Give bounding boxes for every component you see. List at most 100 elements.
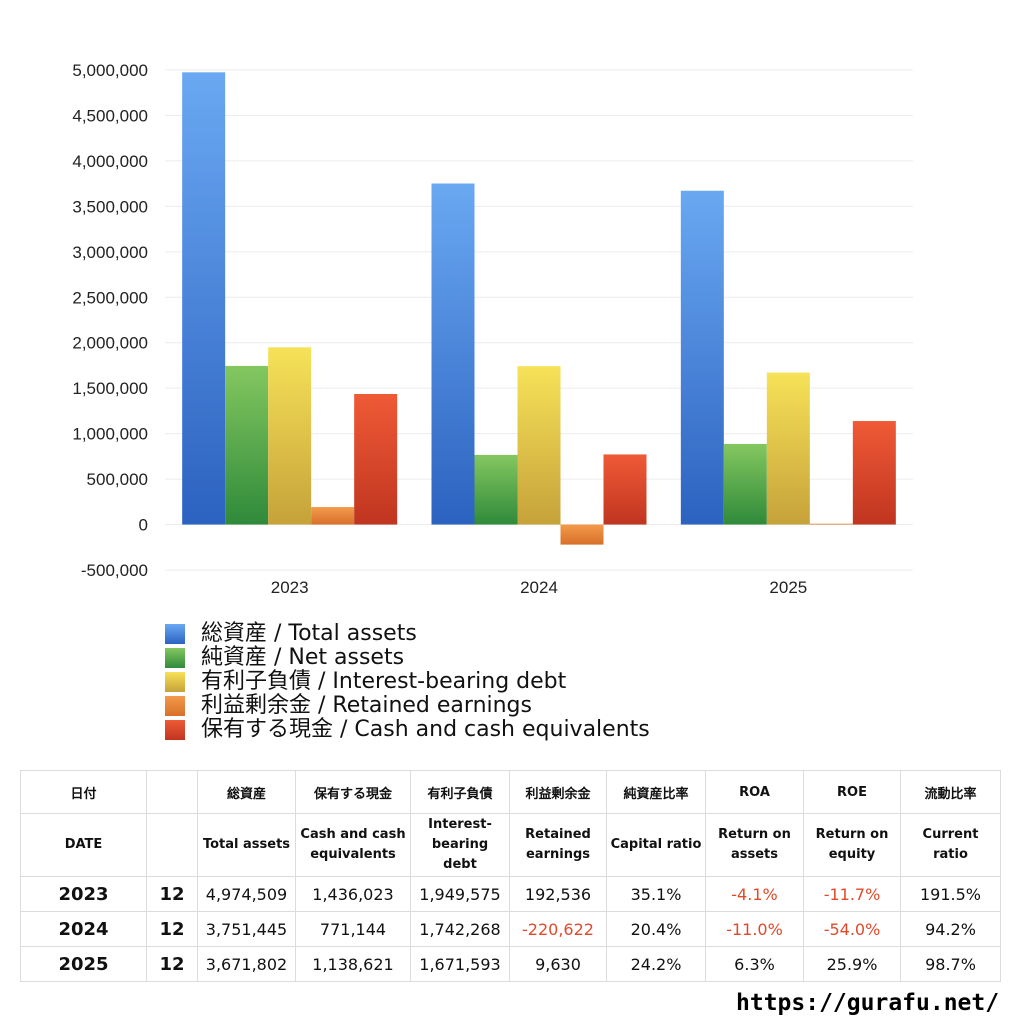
header-text: equity [828,847,876,862]
header-text: Total assets [202,837,291,852]
header-text: bearing [431,837,489,852]
value-cell: 3,751,445 [197,911,296,947]
legend-label: 有利子負債 / Interest-bearing debt [201,669,567,694]
header-text: equivalents [310,847,396,862]
header-text: DATE [64,837,103,852]
legend-label: 総資産 / Total assets [201,621,417,646]
value-cell: 9,630 [509,946,607,982]
header-cell: Interest-bearing debt [410,813,510,877]
value-cell: 1,436,023 [295,876,411,912]
financial-table: 日付 総資産 保有する現金 有利子負債 利益剰余金 純資産比率 ROA ROE 流動比率 DAT… [20,770,1001,982]
y-tick-label: 3,500,000 [72,197,148,216]
legend-swatch [165,696,185,716]
bar [723,443,767,525]
value-cell: 1,671,593 [410,946,510,982]
month-cell: 12 [146,876,198,912]
y-axis-tick-labels: 5,000,000 4,500,000 4,000,000 3,500,000 3,00… [72,61,148,580]
header-cell: Total assets [197,813,296,877]
y-tick-label: -500,000 [81,561,148,580]
bar [474,454,518,525]
bar [182,72,226,525]
legend-swatch [165,672,185,692]
bar [766,372,810,525]
header-cell: Return on equity [803,813,901,877]
header-cell: 利益剰余金 [509,770,607,814]
bar [354,393,398,525]
y-tick-label: 1,500,000 [72,379,148,398]
value-cell: -11.7% [803,876,901,912]
y-tick-label: 4,000,000 [72,152,148,171]
year-cell: 2023 [20,876,147,912]
header-text: Cash and cash [300,827,406,842]
header-cell: Cash and cash equivalents [295,813,411,877]
value-cell: 24.2% [606,946,706,982]
month-cell: 12 [146,946,198,982]
legend-swatch [165,720,185,740]
value-cell: 20.4% [606,911,706,947]
header-cell: 純資産比率 [606,770,706,814]
header-cell: 総資産 [197,770,296,814]
header-text: ratio [933,847,968,862]
y-tick-label: 3,000,000 [72,243,148,262]
header-cell: 日付 [20,770,147,814]
y-tick-label: 4,500,000 [72,106,148,125]
y-tick-label: 5,000,000 [72,61,148,80]
table-row: 2023 12 4,974,509 1,436,023 1,949,575 192,536… [20,876,1001,912]
header-text: Current [922,827,979,842]
header-text: Capital ratio [610,837,702,852]
table-row: 2024 12 3,751,445 771,144 1,742,268 -220,622 2… [20,911,1001,947]
x-tick-label: 2025 [769,578,807,597]
bar [517,366,561,525]
header-cell: Capital ratio [606,813,706,877]
legend-item: 保有する現金 / Cash and cash equivalents [165,718,650,742]
value-cell: 3,671,802 [197,946,296,982]
value-cell: 4,974,509 [197,876,296,912]
y-tick-label: 500,000 [87,470,148,489]
header-cell: Retained earnings [509,813,607,877]
value-cell: 1,742,268 [410,911,510,947]
legend-item: 有利子負債 / Interest-bearing debt [165,670,650,694]
header-text: Return on [815,827,889,842]
value-cell: -11.0% [705,911,804,947]
bar [603,454,647,525]
header-cell: ROE [803,770,901,814]
value-cell: 1,138,621 [295,946,411,982]
header-text: Return on [718,827,791,842]
bar-chart: 5,000,000 4,500,000 4,000,000 3,500,000 3,00… [72,61,913,597]
table-header-en: DATE Total assets Cash and cash equivalents… [20,813,1001,877]
y-tick-label: 1,000,000 [72,425,148,444]
header-text: assets [730,847,779,862]
y-tick-label: 2,000,000 [72,334,148,353]
header-cell: DATE [20,813,147,877]
header-cell [146,813,198,877]
value-cell: 191.5% [900,876,1001,912]
legend-swatch [165,624,185,644]
header-cell: 流動比率 [900,770,1001,814]
bar [431,183,475,525]
bar [560,524,604,545]
legend-label: 保有する現金 / Cash and cash equivalents [201,717,650,742]
header-text: Interest- [428,817,492,832]
value-cell: -54.0% [803,911,901,947]
bar [680,190,724,525]
header-cell: Return on assets [705,813,804,877]
value-cell: -220,622 [509,911,607,947]
value-cell: 98.7% [900,946,1001,982]
bar [225,365,269,525]
header-cell [146,770,198,814]
header-text: debt [443,857,477,872]
bars [182,72,896,545]
year-cell: 2025 [20,946,147,982]
legend-item: 純資産 / Net assets [165,646,650,670]
month-cell: 12 [146,911,198,947]
header-cell: ROA [705,770,804,814]
legend: 総資産 / Total assets 純資産 / Net assets 有利子負債 … [165,622,650,742]
table-header-ja: 日付 総資産 保有する現金 有利子負債 利益剰余金 純資産比率 ROA ROE 流動比率 [20,770,1001,814]
y-tick-label: 2,500,000 [72,288,148,307]
table-row: 2025 12 3,671,802 1,138,621 1,671,593 9,630 24… [20,946,1001,982]
bar [852,421,896,525]
legend-item: 総資産 / Total assets [165,622,650,646]
legend-swatch [165,648,185,668]
value-cell: 94.2% [900,911,1001,947]
header-cell: 保有する現金 [295,770,411,814]
